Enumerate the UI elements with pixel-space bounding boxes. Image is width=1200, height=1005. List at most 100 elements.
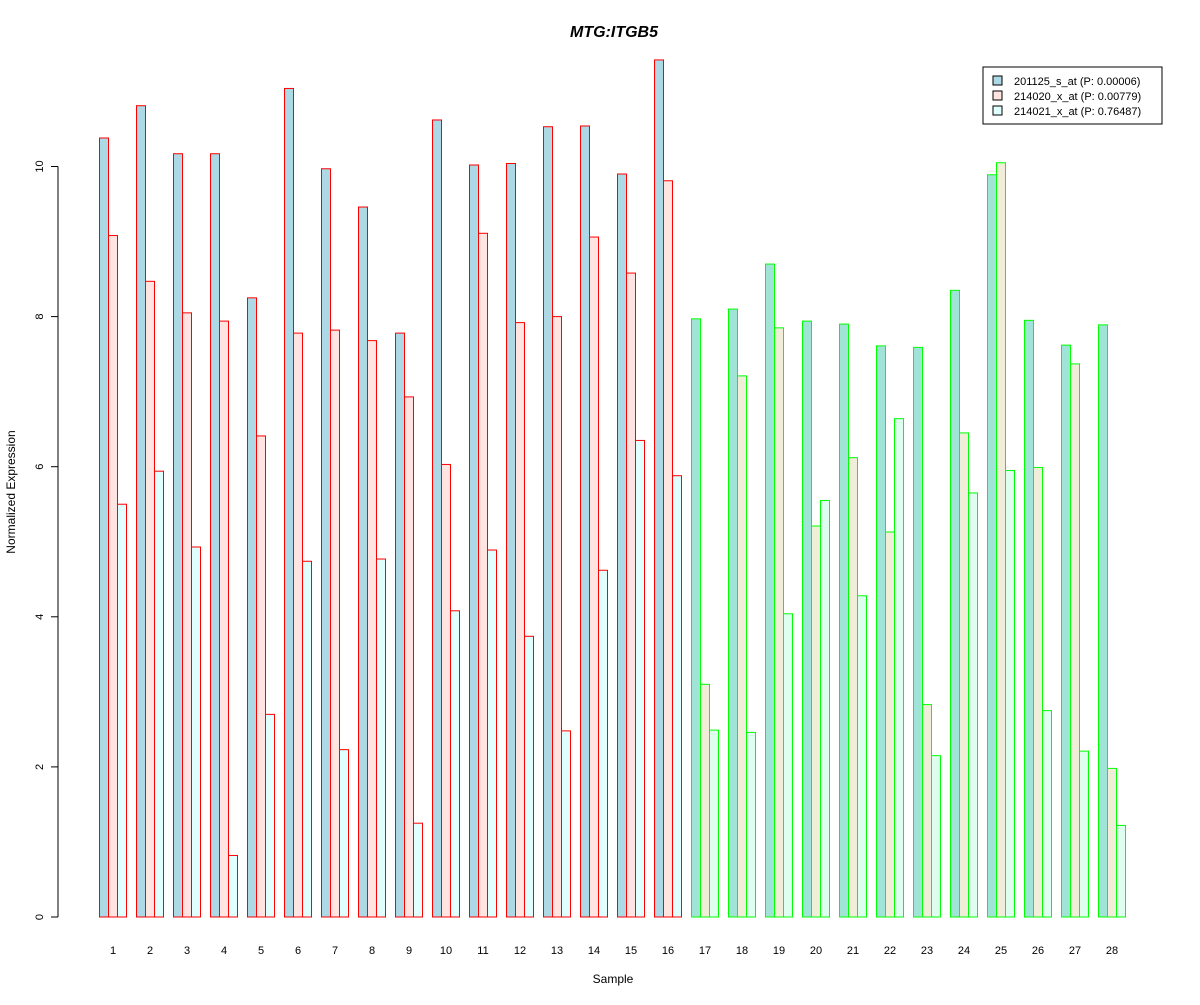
bar-series-1 [99,137,109,918]
legend-entry: 214020_x_at (P: 0.00779) [992,90,1141,103]
bar-series-3 [1042,710,1052,918]
bar-series-2 [404,396,414,918]
x-tick-label: 15 [625,945,637,957]
bar-series-1 [1061,344,1071,918]
y-tick-label: 4 [34,614,46,620]
bar-series-3 [450,610,460,918]
legend-swatch [992,75,1003,86]
x-tick-label: 8 [369,945,375,957]
bar-series-2 [1070,363,1080,918]
bar-series-2 [774,327,784,918]
bar-series-2 [663,180,673,918]
x-tick-label: 24 [958,945,970,957]
bar-series-3 [635,439,645,918]
y-axis: 0 2 4 6 8 10 [34,160,59,920]
x-tick-label: 21 [847,945,859,957]
bar-series-3 [302,560,312,918]
bar-series-2 [626,272,636,918]
legend-box [982,66,1163,125]
x-axis-label: Sample [593,972,634,986]
x-tick-label: 6 [295,945,301,957]
x-tick-label: 26 [1032,945,1044,957]
bar-series-1 [395,332,405,918]
bar-series-2 [108,235,118,918]
bar-series-3 [931,755,941,918]
bar-series-3 [117,503,127,918]
bars-layer [99,59,1126,918]
bar-series-3 [820,499,830,918]
chart-title: MTG:ITGB5 [570,24,659,41]
x-tick-label: 28 [1106,945,1118,957]
bar-series-3 [598,569,608,918]
x-tick-label: 7 [332,945,338,957]
x-tick-label: 27 [1069,945,1081,957]
bar-series-1 [469,164,479,918]
x-tick-label: 25 [995,945,1007,957]
bar-series-1 [765,263,775,918]
bar-series-2 [256,435,266,918]
bar-series-2 [441,463,451,918]
bar-series-2 [478,232,488,918]
bar-series-3 [376,558,386,918]
bar-series-2 [1033,466,1043,918]
bar-series-1 [284,87,294,918]
x-tick-label: 22 [884,945,896,957]
bar-series-2 [182,312,192,918]
bar-series-3 [154,470,164,918]
bar-series-1 [839,323,849,918]
bar-series-3 [968,492,978,918]
bar-series-2 [1107,767,1117,918]
x-tick-label: 17 [699,945,711,957]
bar-series-3 [1079,750,1089,918]
bar-series-1 [1024,319,1034,918]
bar-series-1 [210,153,220,918]
bar-series-3 [1116,824,1126,918]
bar-series-3 [783,613,793,918]
bar-series-2 [367,340,377,918]
bar-series-1 [136,105,146,918]
x-tick-label: 1 [110,945,116,957]
legend-swatch [992,90,1003,101]
legend-label: 214021_x_at (P: 0.76487) [1014,106,1141,118]
bar-series-1 [506,162,516,918]
bar-series-3 [228,854,238,918]
y-axis-label: Normalized Expression [4,430,18,553]
bar-series-1 [321,168,331,918]
legend-label: 214020_x_at (P: 0.00779) [1014,91,1141,103]
bar-series-1 [358,206,368,918]
bar-series-1 [691,318,701,918]
bar-series-1 [876,345,886,918]
bar-series-2 [922,704,932,918]
x-tick-label: 13 [551,945,563,957]
bar-series-3 [265,713,275,918]
bar-series-1 [802,320,812,918]
bar-series-3 [524,635,534,918]
bar-series-3 [191,546,201,918]
x-tick-labels: 1 2 3 4 5 6 7 8 9 10 11 12 13 14 15 16 17 18 19 20 21 22 23 24 2… [110,945,1118,957]
bar-series-2 [996,162,1006,918]
legend-entry: 214021_x_at (P: 0.76487) [992,105,1141,118]
bar-series-2 [811,525,821,918]
x-tick-label: 14 [588,945,600,957]
bar-series-2 [330,329,340,918]
x-tick-label: 19 [773,945,785,957]
x-tick-label: 4 [221,945,227,957]
x-tick-label: 10 [440,945,452,957]
bar-series-1 [913,346,923,918]
bar-series-3 [413,822,423,918]
x-tick-label: 12 [514,945,526,957]
y-tick-label: 0 [34,914,46,920]
x-tick-label: 11 [477,945,488,957]
bar-series-1 [987,174,997,918]
legend-swatch [992,105,1003,116]
bar-series-2 [145,280,155,918]
bar-series-3 [857,595,867,918]
bar-series-2 [552,316,562,918]
bar-series-3 [746,731,756,918]
x-tick-label: 23 [921,945,933,957]
bar-series-2 [515,322,525,918]
bar-series-1 [728,308,738,918]
y-tick-label: 6 [34,464,46,470]
